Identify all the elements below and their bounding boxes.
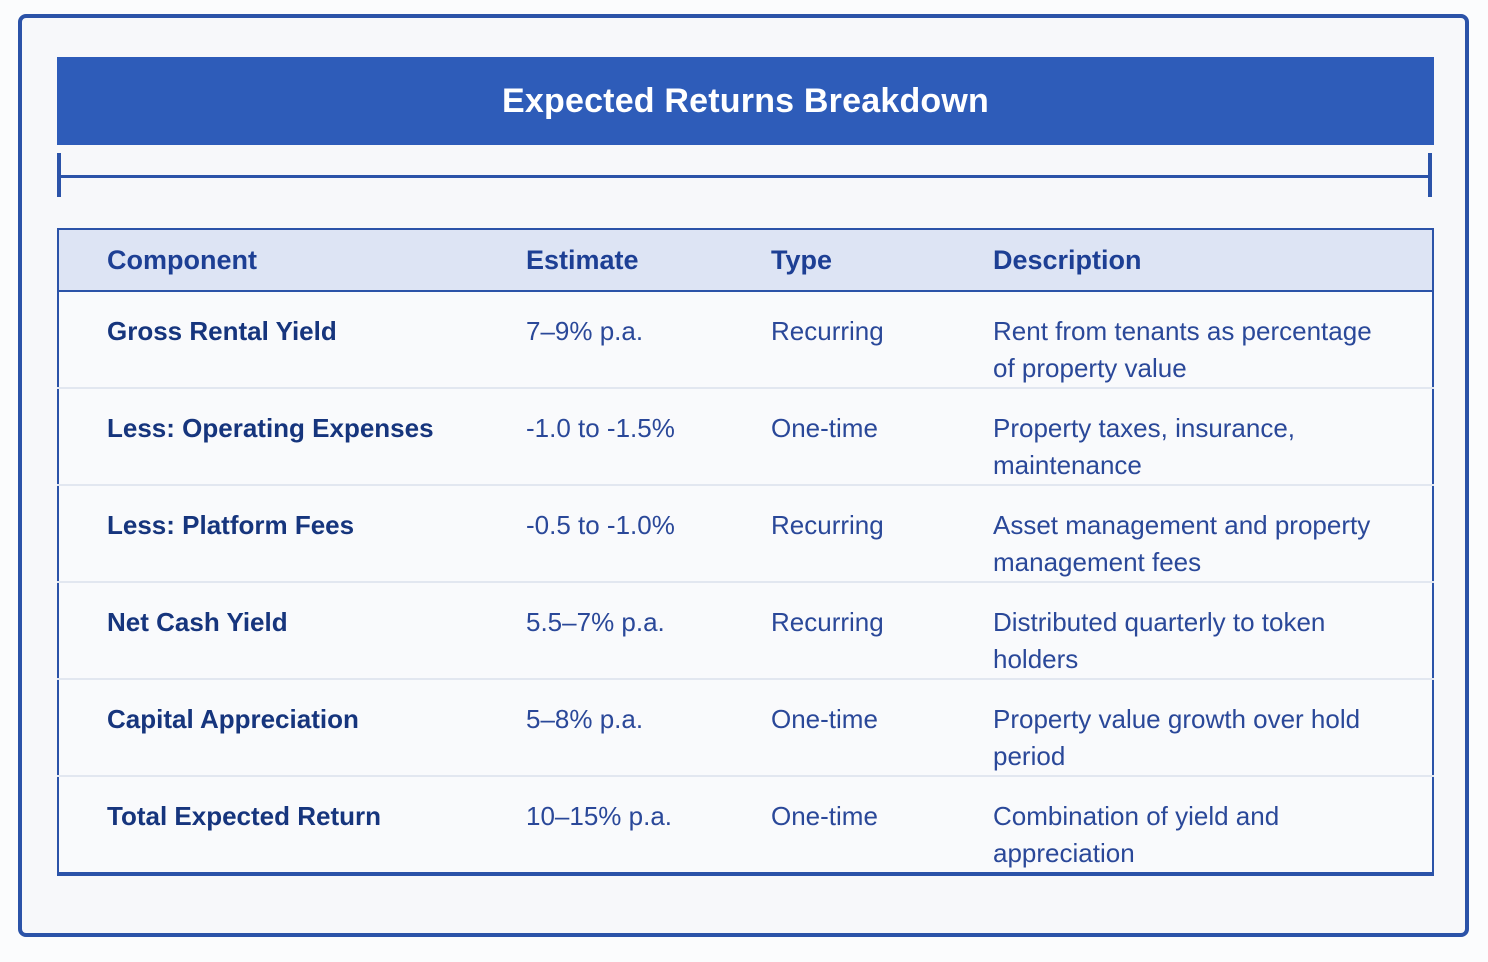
cell-description: Property taxes, insurance, maintenance	[993, 387, 1433, 485]
cell-type: Recurring	[771, 581, 993, 679]
cell-component: Gross Rental Yield	[107, 316, 337, 346]
cell-estimate: 5.5–7% p.a.	[526, 581, 771, 679]
cell-estimate: 5–8% p.a.	[526, 678, 771, 776]
divider-bar	[57, 175, 1432, 178]
cell-description: Combination of yield and appreciation	[993, 775, 1433, 874]
table-row: Gross Rental Yield 7–9% p.a. Recurring Rent…	[58, 291, 1433, 388]
cell-component: Less: Platform Fees	[58, 484, 526, 582]
cell-type: One-time	[771, 387, 993, 485]
cell-description: Property value growth over hold period	[993, 678, 1433, 776]
cell-component: Net Cash Yield	[58, 581, 526, 679]
cell-type: Recurring	[771, 484, 993, 582]
table-body: Gross Rental Yield 7–9% p.a. Recurring Rent…	[58, 291, 1433, 874]
title-banner: Expected Returns Breakdown	[57, 57, 1434, 145]
table-row: Less: Platform Fees -0.5 to -1.0% Recurrin…	[58, 484, 1433, 582]
divider-right-tick	[1428, 153, 1432, 197]
section-divider	[57, 153, 1432, 197]
table-row: Capital Appreciation 5–8% p.a. One-time Pro…	[58, 678, 1433, 776]
column-header-description: Description	[993, 229, 1433, 292]
cell-description: Distributed quarterly to token holders	[993, 581, 1433, 679]
cell-estimate: 7–9% p.a.	[526, 316, 644, 346]
cell-type: Recurring	[771, 316, 884, 346]
cell-component: Total Expected Return	[58, 775, 526, 874]
cell-component: Less: Operating Expenses	[58, 387, 526, 485]
cell-type: One-time	[771, 678, 993, 776]
column-header-type: Type	[771, 229, 993, 292]
cell-description: Rent from tenants as percentage of prope…	[993, 316, 1372, 383]
column-header-component: Component	[58, 229, 526, 292]
cell-component: Capital Appreciation	[58, 678, 526, 776]
table-header-row: Component Estimate Type Description	[58, 229, 1433, 292]
returns-table: Component Estimate Type Description Gross R…	[57, 228, 1434, 876]
table-row: Less: Operating Expenses -1.0 to -1.5% One…	[58, 387, 1433, 485]
cell-estimate: -0.5 to -1.0%	[526, 484, 771, 582]
column-header-estimate: Estimate	[526, 229, 771, 292]
cell-estimate: 10–15% p.a.	[526, 775, 771, 874]
page-title: Expected Returns Breakdown	[502, 81, 989, 120]
cell-estimate: -1.0 to -1.5%	[526, 387, 771, 485]
table-head: Component Estimate Type Description	[58, 229, 1433, 292]
table-row: Net Cash Yield 5.5–7% p.a. Recurring Distri…	[58, 581, 1433, 679]
cell-description: Asset management and property management…	[993, 484, 1433, 582]
table-row: Total Expected Return 10–15% p.a. One-time…	[58, 775, 1433, 874]
cell-type: One-time	[771, 775, 993, 874]
